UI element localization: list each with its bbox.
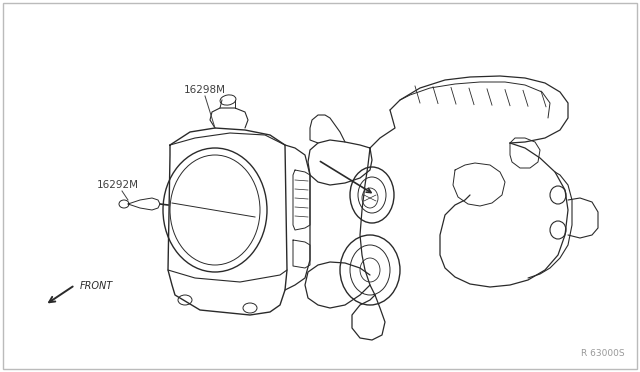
Text: FRONT: FRONT [80,281,113,291]
Text: 16292M: 16292M [97,180,139,190]
Text: R 63000S: R 63000S [581,349,625,358]
Text: 16298M: 16298M [184,85,226,95]
